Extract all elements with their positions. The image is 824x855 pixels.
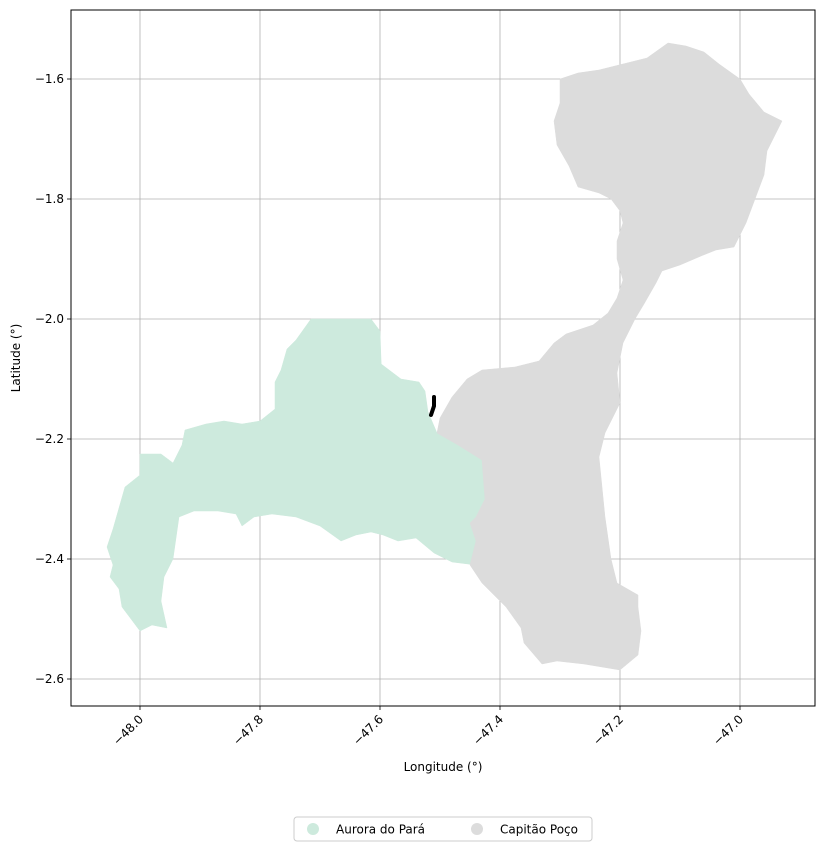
axes-frame — [70, 9, 816, 707]
border-line — [429, 395, 436, 417]
y-tick-label: −2.0 — [35, 312, 64, 326]
x-tick-label: −48.0 — [110, 712, 146, 748]
y-tick-label: −1.6 — [35, 72, 64, 86]
x-tick-label: −47.8 — [230, 712, 266, 748]
legend-label: Aurora do Pará — [336, 823, 425, 837]
x-axis-label: Longitude (°) — [404, 760, 483, 774]
y-tick-label: −2.6 — [35, 672, 64, 686]
legend-marker — [471, 823, 483, 835]
region-capitao-poco — [436, 42, 783, 671]
x-tick-label: −47.2 — [590, 712, 626, 748]
legend-label: Capitão Poço — [500, 823, 578, 837]
map-regions — [106, 42, 783, 671]
x-tick-label: −47.6 — [350, 712, 386, 748]
x-tick-label: −47.4 — [470, 712, 506, 748]
y-tick-label: −2.4 — [35, 552, 64, 566]
y-axis-label: Latitude (°) — [9, 324, 23, 393]
legend: Aurora do Pará Capitão Poço — [293, 816, 593, 842]
x-tick-label: −47.0 — [710, 712, 746, 748]
y-tick-label: −1.8 — [35, 192, 64, 206]
legend-box — [293, 816, 593, 842]
legend-marker — [307, 823, 319, 835]
region-aurora-do-para — [106, 318, 486, 632]
y-tick-label: −2.2 — [35, 432, 64, 446]
shared-border-segment — [429, 395, 436, 417]
